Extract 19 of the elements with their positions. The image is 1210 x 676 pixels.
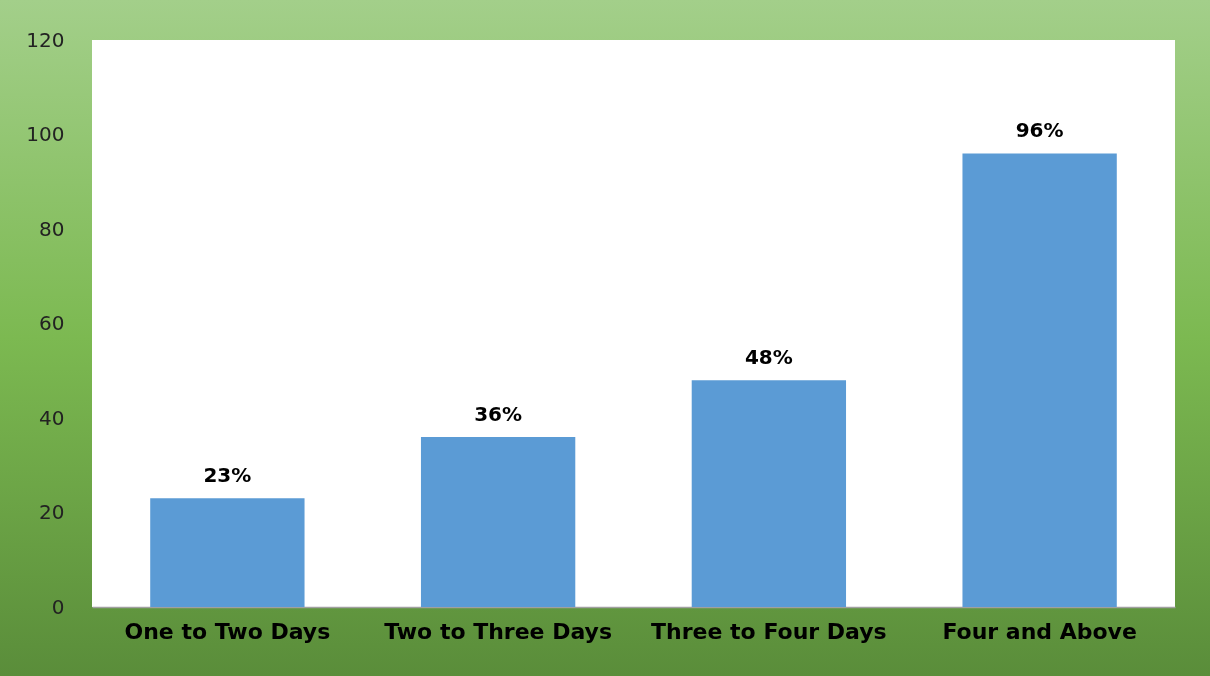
y-tick-label: 0 [51,594,65,619]
x-tick-label: Two to Three Days [384,618,613,644]
bar [420,436,576,607]
data-label: 36% [474,401,523,426]
y-tick-label: 120 [26,27,65,52]
data-label: 96% [1015,118,1064,143]
y-tick-label: 80 [39,216,65,241]
x-tick-label: One to Two Days [124,618,331,644]
x-tick-label: Four and Above [942,618,1137,644]
y-tick-label: 60 [39,311,65,335]
x-tick-label: Three to Four Days [651,618,887,644]
bar [691,380,847,607]
data-label: 23% [203,463,252,488]
bar [962,153,1117,607]
y-tick-label: 100 [26,122,65,146]
bar [150,498,305,607]
data-label: 48% [744,345,793,370]
y-tick-label: 20 [39,500,65,524]
y-tick-label: 40 [39,405,65,430]
